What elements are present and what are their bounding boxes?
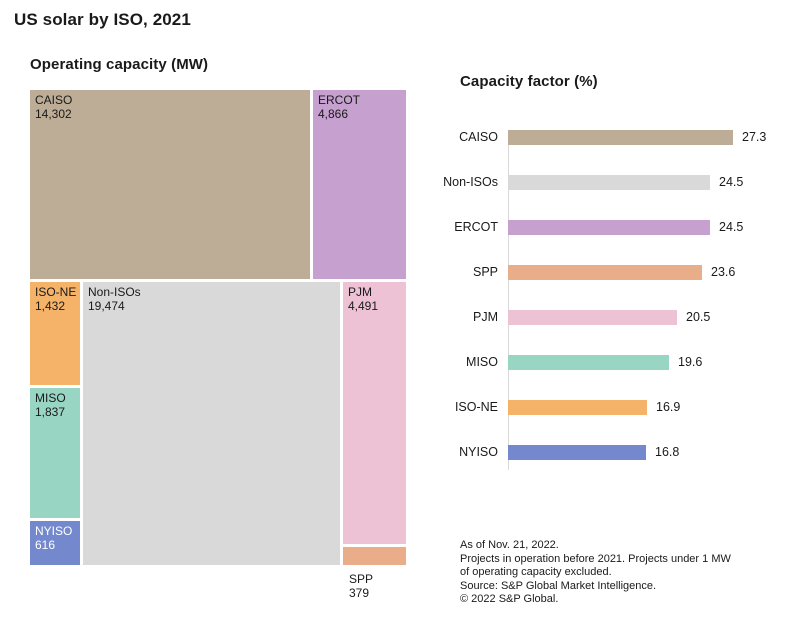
bar-value-label: 16.8 <box>655 445 680 459</box>
barchart-title: Capacity factor (%) <box>460 73 598 90</box>
footnote-line: Projects in operation before 2021. Proje… <box>460 552 731 565</box>
bar-value-label: 19.6 <box>678 355 703 369</box>
treemap-block-label: SPP <box>349 572 374 586</box>
bar-category-label: Non-ISOs <box>443 175 498 189</box>
bar-iso-ne <box>508 400 647 415</box>
bar-category-label: ISO-NE <box>454 400 498 414</box>
treemap-block-value: 1,432 <box>35 299 66 313</box>
treemap-block-value: 616 <box>35 538 56 552</box>
bar-row-nyiso: NYISO 16.8 <box>0 445 800 460</box>
bar-spp <box>508 265 702 280</box>
page-title: US solar by ISO, 2021 <box>14 10 191 29</box>
bar-pjm <box>508 310 677 325</box>
bar-nyiso <box>508 445 646 460</box>
bar-row-iso-ne: ISO-NE 16.9 <box>0 400 800 415</box>
bar-row-pjm: PJM 20.5 <box>0 310 800 325</box>
treemap-outside-label-spp: SPP 379 <box>349 572 373 600</box>
treemap-block-label: PJM <box>348 285 372 299</box>
footnote-line: © 2022 S&P Global. <box>460 593 559 605</box>
treemap-chart: CAISO 14,302 ERCOT 4,866 ISO-NE 1,432 Non-ISOs… <box>30 90 406 600</box>
treemap-block-value: 379 <box>349 586 370 600</box>
bar-row-miso: MISO 19.6 <box>0 355 800 370</box>
bar-row-spp: SPP 23.6 <box>0 265 800 280</box>
bar-miso <box>508 355 669 370</box>
bar-value-label: 27.3 <box>742 130 767 144</box>
treemap-block-label: CAISO <box>35 93 73 107</box>
treemap-block-label: NYISO <box>35 524 73 538</box>
bar-value-label: 24.5 <box>719 175 744 189</box>
treemap-block-caiso: CAISO 14,302 <box>30 90 310 279</box>
bar-value-label: 16.9 <box>656 400 681 414</box>
bar-row-caiso: CAISO 27.3 <box>0 130 800 145</box>
treemap-block-value: 14,302 <box>35 107 72 121</box>
bar-value-label: 20.5 <box>686 310 711 324</box>
treemap-block-label: ERCOT <box>318 93 360 107</box>
bar-ercot <box>508 220 710 235</box>
treemap-block-pjm: PJM 4,491 <box>343 282 406 544</box>
treemap-title: Operating capacity (MW) <box>30 56 209 73</box>
footnote-line: of operating capacity excluded. <box>460 566 612 578</box>
bar-category-label: SPP <box>472 265 498 279</box>
treemap-block-miso: MISO 1,837 <box>30 388 80 518</box>
footnote-line: As of Nov. 21, 2022. <box>460 539 559 551</box>
bar-value-label: 24.5 <box>719 220 744 234</box>
bar-caiso <box>508 130 733 145</box>
treemap-block-label: Non-ISOs <box>88 285 141 299</box>
bar-category-label: MISO <box>466 355 498 369</box>
footnote-line: Source: S&P Global Market Intelligence. <box>460 579 657 592</box>
bar-category-label: PJM <box>473 310 498 324</box>
treemap-block-value: 1,837 <box>35 405 66 419</box>
treemap-block-value: 4,491 <box>348 299 379 313</box>
treemap-block-iso-ne: ISO-NE 1,432 <box>30 282 80 385</box>
treemap-block-ercot: ERCOT 4,866 <box>313 90 406 279</box>
y-axis-line <box>508 130 509 470</box>
bar-row-ercot: ERCOT 24.5 <box>0 220 800 235</box>
footnotes: As of Nov. 21, 2022. Projects in operati… <box>460 539 731 607</box>
bar-row-non-isos: Non-ISOs 24.5 <box>0 175 800 190</box>
bar-value-label: 23.6 <box>711 265 736 279</box>
treemap-block-value: 19,474 <box>88 299 125 313</box>
treemap-block-value: 4,866 <box>318 107 349 121</box>
treemap-block-spp <box>343 547 406 565</box>
bar-category-label: CAISO <box>459 130 498 144</box>
bar-category-label: NYISO <box>459 445 498 459</box>
treemap-block-non-isos: Non-ISOs 19,474 <box>83 282 340 565</box>
bar-non-isos <box>508 175 710 190</box>
treemap-block-nyiso: NYISO 616 <box>30 521 80 565</box>
treemap-block-label: MISO <box>35 391 66 405</box>
bar-category-label: ERCOT <box>454 220 498 234</box>
treemap-block-label: ISO-NE <box>35 285 77 299</box>
